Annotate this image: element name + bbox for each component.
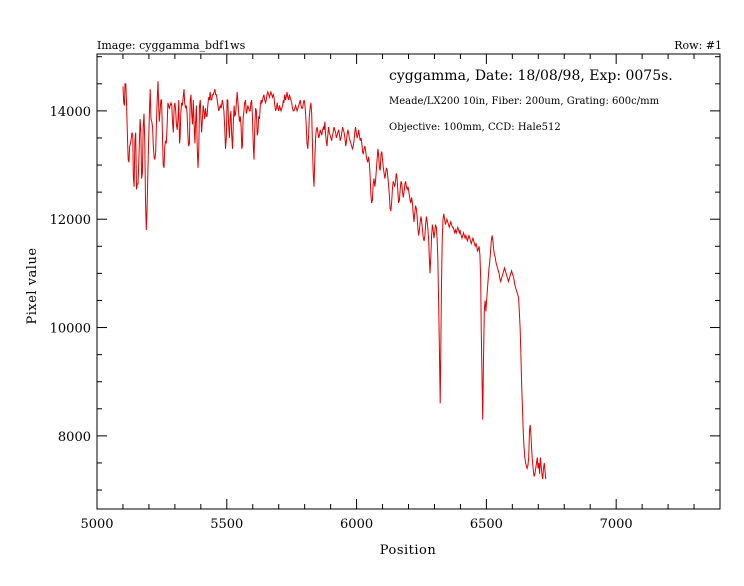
y-tick-label: 8000: [58, 430, 91, 445]
axis-tick-labels: 5000 5500 6000 6500 7000 8000 10000 12000 14000: [50, 105, 633, 532]
y-tick-label: 10000: [50, 322, 91, 337]
series-line: [122, 81, 547, 480]
y-axis-title: Pixel value: [25, 247, 40, 324]
x-tick-label: 6500: [470, 517, 503, 532]
x-tick-label: 7000: [600, 517, 633, 532]
x-tick-label: 5500: [210, 517, 243, 532]
x-tick-label: 5000: [80, 517, 113, 532]
y-tick-label: 14000: [50, 105, 91, 120]
header-image-label: Image: cyggamma_bdf1ws: [97, 39, 246, 52]
x-axis-title: Position: [380, 543, 437, 558]
x-tick-label: 6000: [340, 517, 373, 532]
y-tick-label: 12000: [50, 213, 91, 228]
annotation-optics: Objective: 100mm, CCD: Hale512: [389, 122, 561, 133]
axis-ticks: [96, 54, 721, 509]
annotation-instrument: Meade/LX200 10in, Fiber: 200um, Grating:…: [389, 96, 660, 107]
header-row-label: Row: #1: [674, 39, 722, 52]
annotation-title: cyggamma, Date: 18/08/98, Exp: 0075s.: [389, 68, 673, 84]
